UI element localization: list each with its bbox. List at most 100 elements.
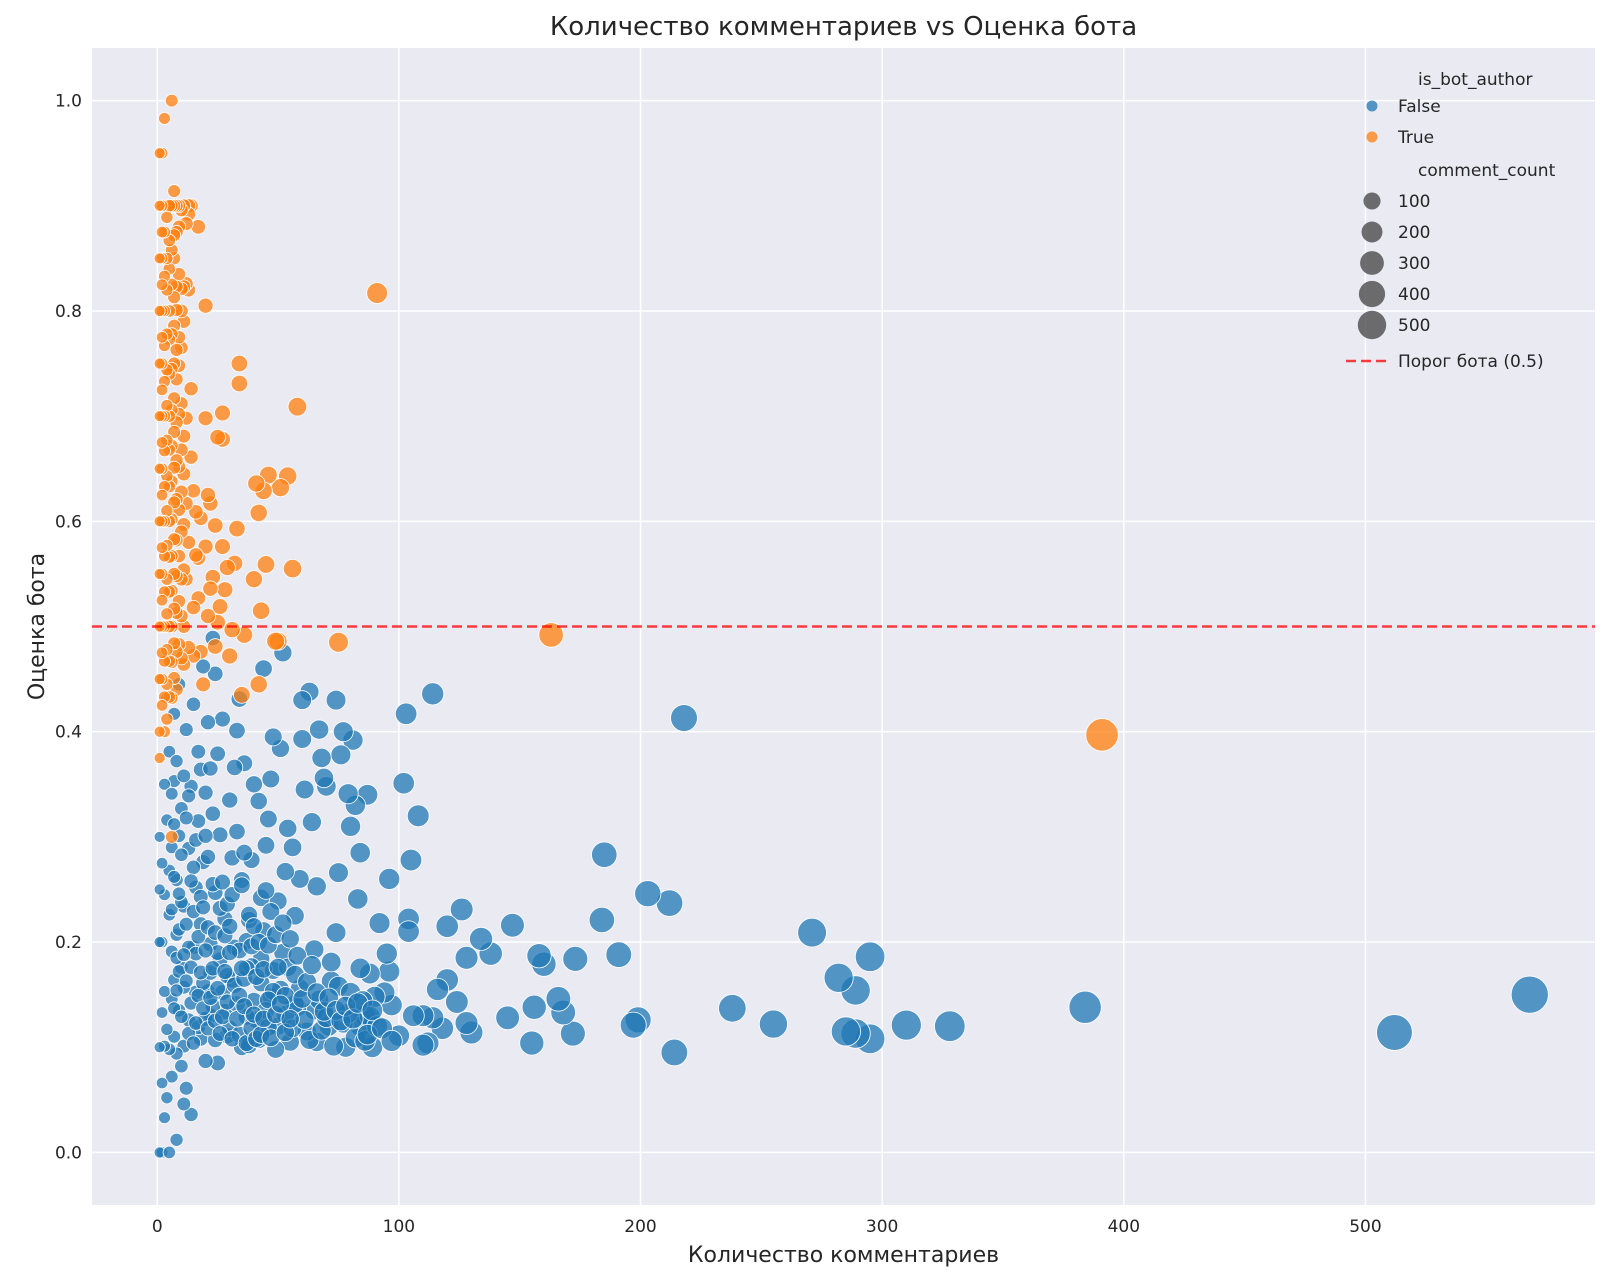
point-human xyxy=(169,1132,184,1147)
point-bot xyxy=(282,558,303,579)
point-human xyxy=(261,902,281,921)
point-human xyxy=(325,922,347,943)
x-tick-label: 500 xyxy=(1349,1217,1381,1237)
point-human xyxy=(426,977,450,1001)
point-human xyxy=(519,1030,545,1056)
legend-size-marker xyxy=(1363,192,1381,210)
point-human xyxy=(178,1080,194,1096)
point-human xyxy=(225,758,244,777)
point-bot xyxy=(164,93,179,108)
point-human xyxy=(214,710,231,728)
point-human xyxy=(361,999,384,1022)
point-human xyxy=(934,1010,966,1042)
point-human xyxy=(311,747,332,769)
point-human xyxy=(174,1009,189,1024)
point-human xyxy=(162,744,176,759)
point-human xyxy=(337,783,359,805)
point-human xyxy=(402,1004,425,1027)
point-human xyxy=(204,805,221,822)
point-bot xyxy=(155,436,169,449)
legend-hue-title: is_bot_author xyxy=(1418,70,1532,90)
point-bot xyxy=(160,210,174,224)
point-bot xyxy=(207,517,224,534)
point-human xyxy=(214,873,231,891)
point-human xyxy=(375,942,398,965)
legend: is_bot_author False True comment_count 100 20… xyxy=(1346,70,1556,372)
point-human xyxy=(199,848,216,865)
point-human xyxy=(411,1033,435,1057)
point-human xyxy=(287,945,308,966)
point-bot xyxy=(188,547,204,563)
point-bot xyxy=(153,199,166,212)
point-human xyxy=(275,862,295,882)
point-bot xyxy=(153,752,166,764)
x-tick-label: 200 xyxy=(624,1217,656,1237)
point-human xyxy=(211,826,229,844)
point-bot xyxy=(160,399,174,413)
point-bot xyxy=(249,503,268,522)
point-bot xyxy=(328,631,349,653)
point-bot xyxy=(256,555,276,574)
point-human xyxy=(160,1022,174,1036)
point-bot xyxy=(155,593,169,607)
point-human xyxy=(449,897,474,922)
point-bot xyxy=(153,725,166,738)
point-human xyxy=(330,744,352,766)
point-human xyxy=(178,916,194,932)
point-human xyxy=(445,990,469,1014)
point-bot xyxy=(252,601,271,620)
point-human xyxy=(301,955,322,976)
point-human xyxy=(830,1016,861,1047)
point-bot xyxy=(230,354,249,373)
point-human xyxy=(176,947,192,962)
legend-size-label: 500 xyxy=(1398,316,1430,336)
point-human xyxy=(559,1020,586,1047)
point-human xyxy=(178,973,194,989)
point-human xyxy=(195,899,212,916)
point-human xyxy=(521,994,547,1020)
point-human xyxy=(164,902,179,917)
point-bot xyxy=(244,570,263,589)
point-human xyxy=(278,818,298,839)
point-human xyxy=(244,775,263,794)
legend-hue-label: True xyxy=(1397,128,1434,148)
point-bot xyxy=(153,673,166,686)
point-human xyxy=(202,760,219,777)
point-bot xyxy=(153,410,166,423)
point-human xyxy=(158,777,171,791)
point-human xyxy=(823,962,854,993)
point-human xyxy=(301,812,322,833)
point-human xyxy=(280,929,300,949)
point-bot xyxy=(185,599,202,616)
point-bot xyxy=(153,252,166,265)
point-human xyxy=(340,815,362,837)
point-human xyxy=(634,880,662,908)
point-human xyxy=(153,936,166,949)
point-human xyxy=(263,727,283,747)
point-bot xyxy=(160,712,174,726)
point-human xyxy=(158,1111,171,1125)
legend-size-marker xyxy=(1357,310,1387,340)
y-tick-label: 0.2 xyxy=(55,933,82,953)
point-human xyxy=(280,1009,300,1029)
point-human xyxy=(228,721,246,740)
point-human xyxy=(313,767,335,789)
x-tick-label: 0 xyxy=(152,1217,163,1237)
point-human xyxy=(378,867,401,890)
point-bot xyxy=(230,374,249,393)
point-bot xyxy=(287,396,308,417)
point-human xyxy=(254,659,273,678)
point-human xyxy=(718,994,747,1023)
point-human xyxy=(181,788,197,804)
point-bot xyxy=(155,225,169,239)
point-human xyxy=(368,912,391,934)
point-human xyxy=(214,1008,231,1026)
x-tick-label: 100 xyxy=(383,1217,415,1237)
point-human xyxy=(591,841,618,868)
point-human xyxy=(797,917,827,948)
point-human xyxy=(178,722,194,737)
point-human xyxy=(325,689,347,711)
point-bot xyxy=(218,559,236,577)
point-bot xyxy=(188,504,204,520)
point-bot xyxy=(164,830,179,844)
